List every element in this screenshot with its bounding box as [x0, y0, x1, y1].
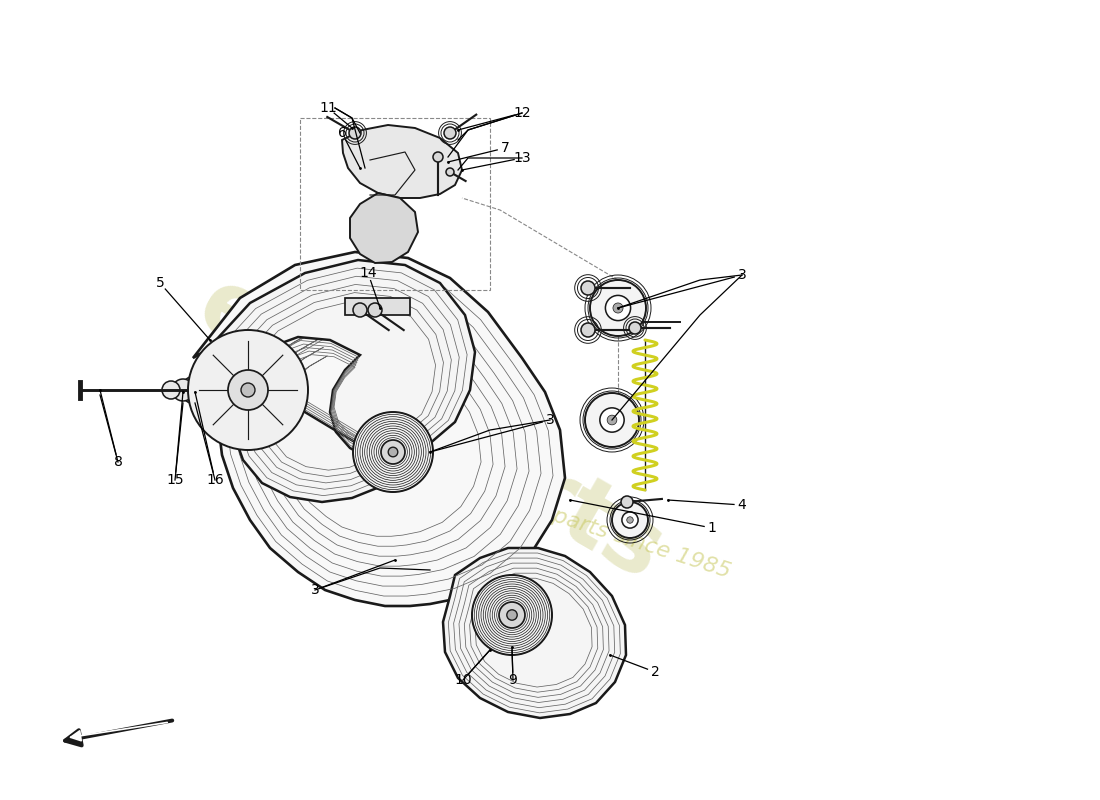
Circle shape [621, 512, 638, 528]
Text: 5: 5 [155, 276, 164, 290]
Circle shape [353, 412, 433, 492]
Circle shape [507, 610, 517, 620]
Circle shape [499, 602, 525, 628]
Polygon shape [443, 548, 626, 718]
Text: 9: 9 [508, 673, 517, 687]
Text: 3: 3 [310, 583, 319, 597]
Circle shape [172, 379, 194, 401]
Circle shape [627, 517, 634, 523]
Circle shape [607, 415, 617, 425]
Circle shape [585, 393, 639, 447]
Text: 12: 12 [514, 106, 531, 120]
Circle shape [581, 323, 595, 337]
Circle shape [612, 502, 648, 538]
Circle shape [446, 168, 454, 176]
Text: 2: 2 [650, 665, 659, 679]
Circle shape [605, 295, 630, 321]
Circle shape [433, 152, 443, 162]
Circle shape [629, 322, 641, 334]
Circle shape [188, 330, 308, 450]
Polygon shape [192, 252, 565, 606]
Circle shape [182, 376, 209, 404]
Text: 14: 14 [360, 266, 377, 280]
Text: 13: 13 [514, 151, 531, 165]
Text: 16: 16 [206, 473, 224, 487]
Circle shape [162, 381, 180, 399]
Circle shape [228, 370, 268, 410]
Text: 4: 4 [738, 498, 747, 512]
Text: 10: 10 [454, 673, 472, 687]
Text: 6: 6 [338, 126, 346, 140]
Circle shape [590, 280, 646, 336]
Circle shape [581, 281, 595, 295]
Text: a passion for parts since 1985: a passion for parts since 1985 [407, 458, 733, 582]
Polygon shape [345, 298, 410, 315]
Circle shape [353, 303, 367, 317]
Circle shape [444, 127, 456, 139]
Circle shape [349, 127, 361, 139]
Circle shape [241, 383, 255, 397]
Circle shape [381, 440, 405, 464]
Polygon shape [205, 260, 475, 502]
Circle shape [613, 303, 623, 313]
Circle shape [472, 575, 552, 655]
Circle shape [368, 303, 382, 317]
Text: 3: 3 [738, 268, 747, 282]
Text: euroParts: euroParts [182, 260, 679, 600]
Text: 1: 1 [707, 521, 716, 535]
Text: 3: 3 [546, 413, 554, 427]
Circle shape [388, 447, 398, 457]
Circle shape [600, 408, 624, 432]
Polygon shape [342, 125, 462, 198]
Circle shape [621, 496, 632, 508]
Text: 11: 11 [319, 101, 337, 115]
Text: 15: 15 [166, 473, 184, 487]
Polygon shape [350, 193, 418, 263]
Text: 7: 7 [500, 141, 509, 155]
Text: 8: 8 [113, 455, 122, 469]
